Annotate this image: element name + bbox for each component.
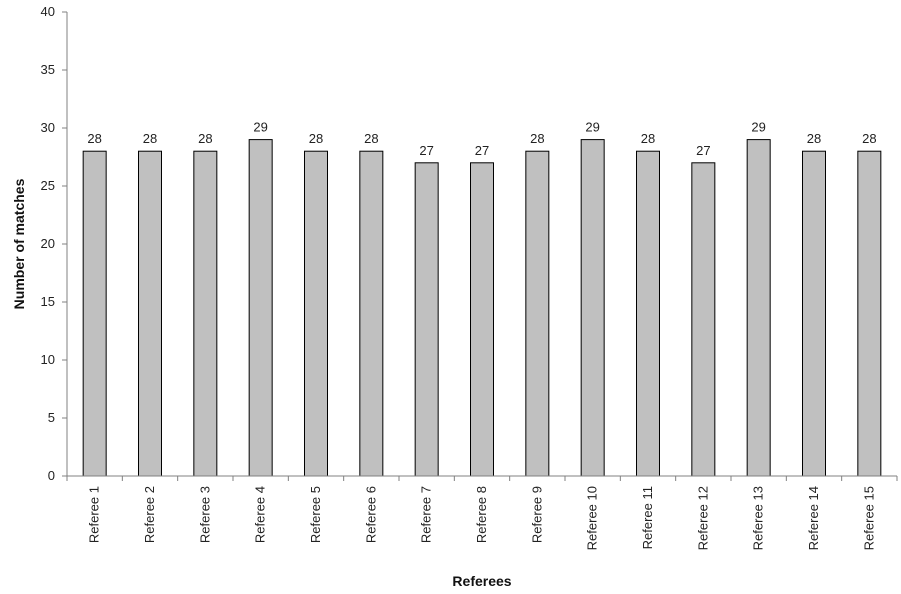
- y-axis-ticks: 0 5 10 15 20 25 30 35 40: [41, 4, 67, 483]
- x-axis-title: Referees: [452, 573, 511, 589]
- data-label: 29: [751, 120, 765, 135]
- y-tick-label: 5: [48, 410, 55, 425]
- x-tick-label: Referee 15: [861, 486, 876, 550]
- data-label: 27: [419, 143, 433, 158]
- data-labels: 28 28 28 29 28 28 27 27 28 29 28 27 29 28 28: [87, 120, 876, 158]
- data-label: 27: [475, 143, 489, 158]
- y-axis-title: Number of matches: [11, 178, 27, 309]
- y-tick-label: 15: [41, 294, 55, 309]
- x-tick-label: Referee 2: [142, 486, 157, 543]
- bar: [857, 150, 882, 477]
- y-tick-label: 0: [48, 468, 55, 483]
- data-label: 28: [143, 131, 157, 146]
- x-tick-label: Referee 7: [419, 486, 434, 543]
- y-tick-label: 30: [41, 120, 55, 135]
- bar: [193, 150, 218, 477]
- bar: [414, 162, 439, 477]
- bar: [746, 139, 771, 477]
- bar: [691, 162, 716, 477]
- x-tick-label: Referee 1: [87, 486, 102, 543]
- y-tick-label: 35: [41, 62, 55, 77]
- data-label: 28: [530, 131, 544, 146]
- x-tick-label: Referee 11: [640, 486, 655, 549]
- x-tick-label: Referee 8: [474, 486, 489, 543]
- x-tick-label: Referee 3: [197, 486, 212, 543]
- x-tick-label: Referee 14: [806, 486, 821, 550]
- bar: [82, 150, 107, 477]
- bar: [248, 139, 273, 477]
- x-axis-ticks: Referee 1 Referee 2 Referee 3 Referee 4 Refe…: [66, 476, 898, 550]
- data-label: 28: [641, 131, 655, 146]
- bars: [82, 139, 882, 477]
- x-tick-label: Referee 9: [529, 486, 544, 543]
- x-tick-label: Referee 13: [751, 486, 766, 550]
- x-tick-label: Referee 5: [308, 486, 323, 543]
- y-tick-label: 20: [41, 236, 55, 251]
- data-label: 28: [198, 131, 212, 146]
- bar: [138, 150, 162, 477]
- bar: [580, 139, 605, 477]
- data-label: 28: [807, 131, 821, 146]
- data-label: 28: [364, 131, 378, 146]
- y-tick-label: 40: [41, 4, 55, 19]
- x-tick-label: Referee 4: [253, 486, 268, 543]
- bar: [359, 150, 384, 477]
- bar: [525, 150, 550, 477]
- data-label: 28: [309, 131, 323, 146]
- data-label: 28: [87, 131, 101, 146]
- x-tick-label: Referee 10: [585, 486, 600, 550]
- bar: [470, 162, 494, 477]
- y-tick-label: 25: [41, 178, 55, 193]
- x-tick-label: Referee 6: [363, 486, 378, 543]
- data-label: 29: [253, 120, 267, 135]
- bar: [636, 150, 660, 477]
- data-label: 29: [585, 120, 599, 135]
- bar: [802, 150, 826, 477]
- data-label: 28: [862, 131, 876, 146]
- data-label: 27: [696, 143, 710, 158]
- x-tick-label: Referee 12: [695, 486, 710, 550]
- bar: [304, 150, 328, 477]
- y-tick-label: 10: [41, 352, 55, 367]
